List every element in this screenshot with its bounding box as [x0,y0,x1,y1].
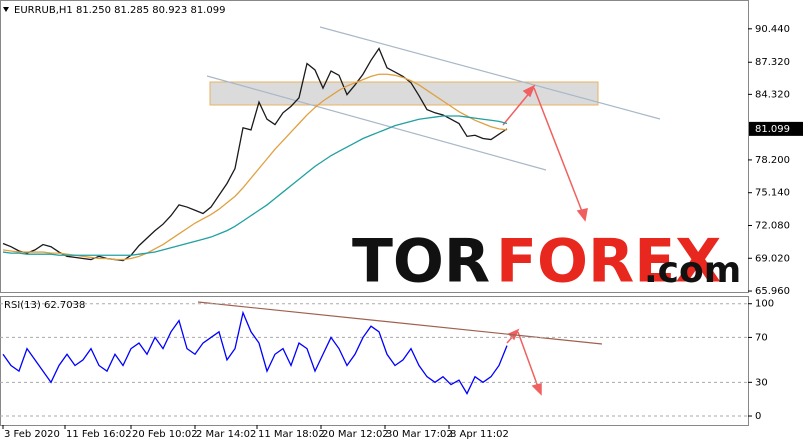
last-price-label: 81.099 [755,124,790,135]
y-tick-label: 84.320 [755,89,790,100]
watermark-com: .com [644,250,741,291]
x-tick-label: 3 Feb 2020 [4,429,60,440]
y-tick-label: 0 [755,411,761,422]
y-tick-label: 75.140 [755,188,790,199]
forecast-arrows [502,84,588,396]
chart-title: EURRUB,H1 81.250 81.285 80.923 81.099 [14,5,225,16]
main-pane [0,0,749,293]
series-line [2,73,508,261]
y-tick-label: 30 [755,377,768,388]
channel-lower [206,75,547,171]
y-tick-label: 65.960 [755,286,790,297]
x-tick-label: 11 Feb 16:02 [66,429,132,440]
y-tick-label: 70 [755,332,768,343]
x-tick-label: 11 Mar 18:02 [258,429,325,440]
series-line [2,47,508,262]
rsi-pane [0,296,749,426]
y-tick-label: 87.320 [755,57,790,68]
x-tick-label: 20 Feb 10:02 [132,429,198,440]
x-tick-label: 30 Mar 17:02 [386,429,453,440]
x-tick-label: 2 Mar 14:02 [196,429,256,440]
y-tick-label: 100 [755,299,774,310]
y-tick-label: 69.020 [755,253,790,264]
last-price-box [749,121,803,136]
series-line [2,115,508,256]
resistance-zone [209,81,599,106]
title-icon [3,7,9,12]
y-tick-label: 72.080 [755,220,790,231]
x-tick-label: 20 Mar 12:02 [322,429,389,440]
rsi-title: RSI(13) 62.7038 [4,300,85,311]
watermark-tor: TOR [352,227,490,297]
series-line [2,310,508,395]
watermark-forex: FOREX [496,227,721,297]
channel-upper [319,26,661,120]
y-tick-label: 78.200 [755,155,790,166]
x-tick-label: 8 Apr 11:02 [450,429,509,440]
y-tick-label: 90.440 [755,24,790,35]
